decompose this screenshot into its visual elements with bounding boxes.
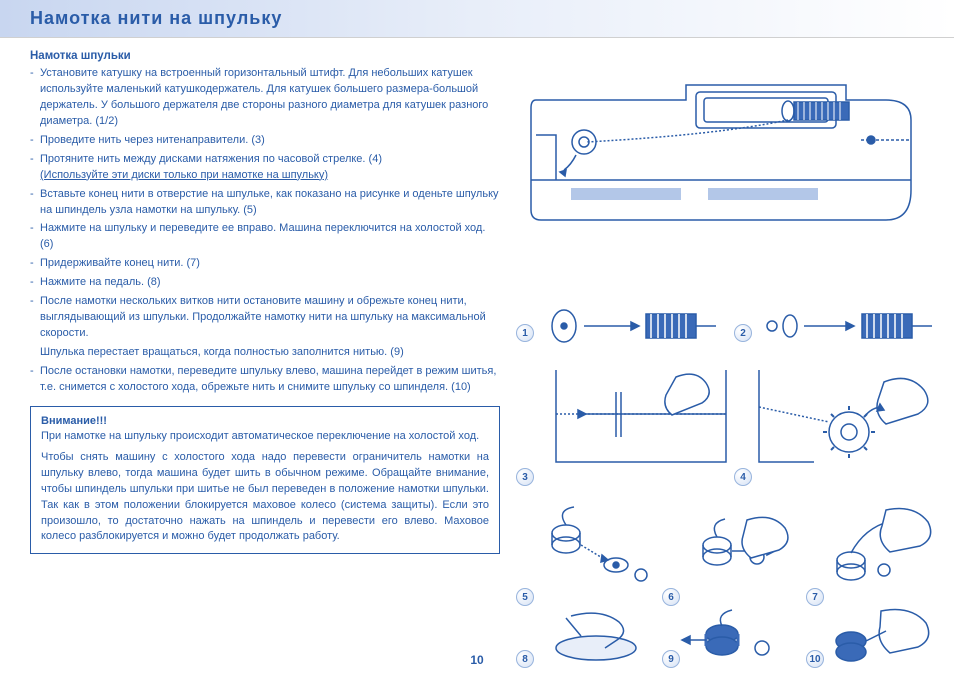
instruction-step: После остановки намотки, переведите шпул…	[30, 364, 500, 396]
page-number: 10	[470, 653, 483, 667]
warning-box: Внимание!!! При намотке на шпульку проис…	[30, 406, 500, 555]
step-badge-8: 8	[516, 650, 534, 668]
step-6-illustration	[672, 505, 812, 595]
instruction-step: После намотки нескольких витков нити ост…	[30, 294, 500, 342]
instruction-step: Установите катушку на встроенный горизон…	[30, 66, 500, 130]
instruction-step: Проведите нить через нитенаправители. (3…	[30, 133, 500, 149]
instruction-list: Установите катушку на встроенный горизон…	[30, 66, 500, 396]
page-header: Намотка нити на шпульку	[0, 0, 954, 38]
content-area: Намотка шпульки Установите катушку на вс…	[0, 38, 954, 656]
step-badge-4: 4	[734, 468, 752, 486]
instruction-step: Нажмите на шпульку и переведите ее вправ…	[30, 221, 500, 253]
step-badge-5: 5	[516, 588, 534, 606]
instruction-step: Придерживайте конец нити. (7)	[30, 256, 500, 272]
step-badge-3: 3	[516, 468, 534, 486]
page-title: Намотка нити на шпульку	[30, 8, 924, 29]
section-subtitle: Намотка шпульки	[30, 50, 500, 62]
step-badge-6: 6	[662, 588, 680, 606]
diagram-area: 12345678910	[516, 50, 934, 650]
step-badge-1: 1	[516, 324, 534, 342]
step-badge-9: 9	[662, 650, 680, 668]
step-2-illustration	[754, 296, 944, 356]
step-3-illustration	[526, 362, 736, 482]
machine-top-illustration	[516, 80, 916, 260]
step-5-illustration	[526, 505, 666, 595]
warning-paragraph-1: При намотке на шпульку происходит автома…	[41, 429, 489, 445]
warning-title: Внимание!!!	[41, 415, 489, 427]
text-column: Намотка шпульки Установите катушку на вс…	[30, 50, 500, 650]
step-9-illustration	[672, 606, 812, 666]
instruction-step: Нажмите на педаль. (8)	[30, 275, 500, 291]
instruction-step: Протяните нить между дисками натяжения п…	[30, 152, 500, 184]
instruction-step: Вставьте конец нити в отверстие на шпуль…	[30, 187, 500, 219]
step-7-illustration	[816, 505, 946, 595]
step-8-illustration	[526, 606, 666, 666]
step-1-illustration	[536, 296, 736, 356]
diagram-column: 12345678910	[516, 50, 934, 650]
instruction-step: Шпулька перестает вращаться, когда полно…	[30, 345, 500, 361]
step-badge-7: 7	[806, 588, 824, 606]
step-badge-2: 2	[734, 324, 752, 342]
warning-paragraph-2: Чтобы снять машину с холостого хода надо…	[41, 450, 489, 546]
step-10-illustration	[816, 606, 946, 666]
step-badge-10: 10	[806, 650, 824, 668]
step-4-illustration	[754, 362, 944, 482]
